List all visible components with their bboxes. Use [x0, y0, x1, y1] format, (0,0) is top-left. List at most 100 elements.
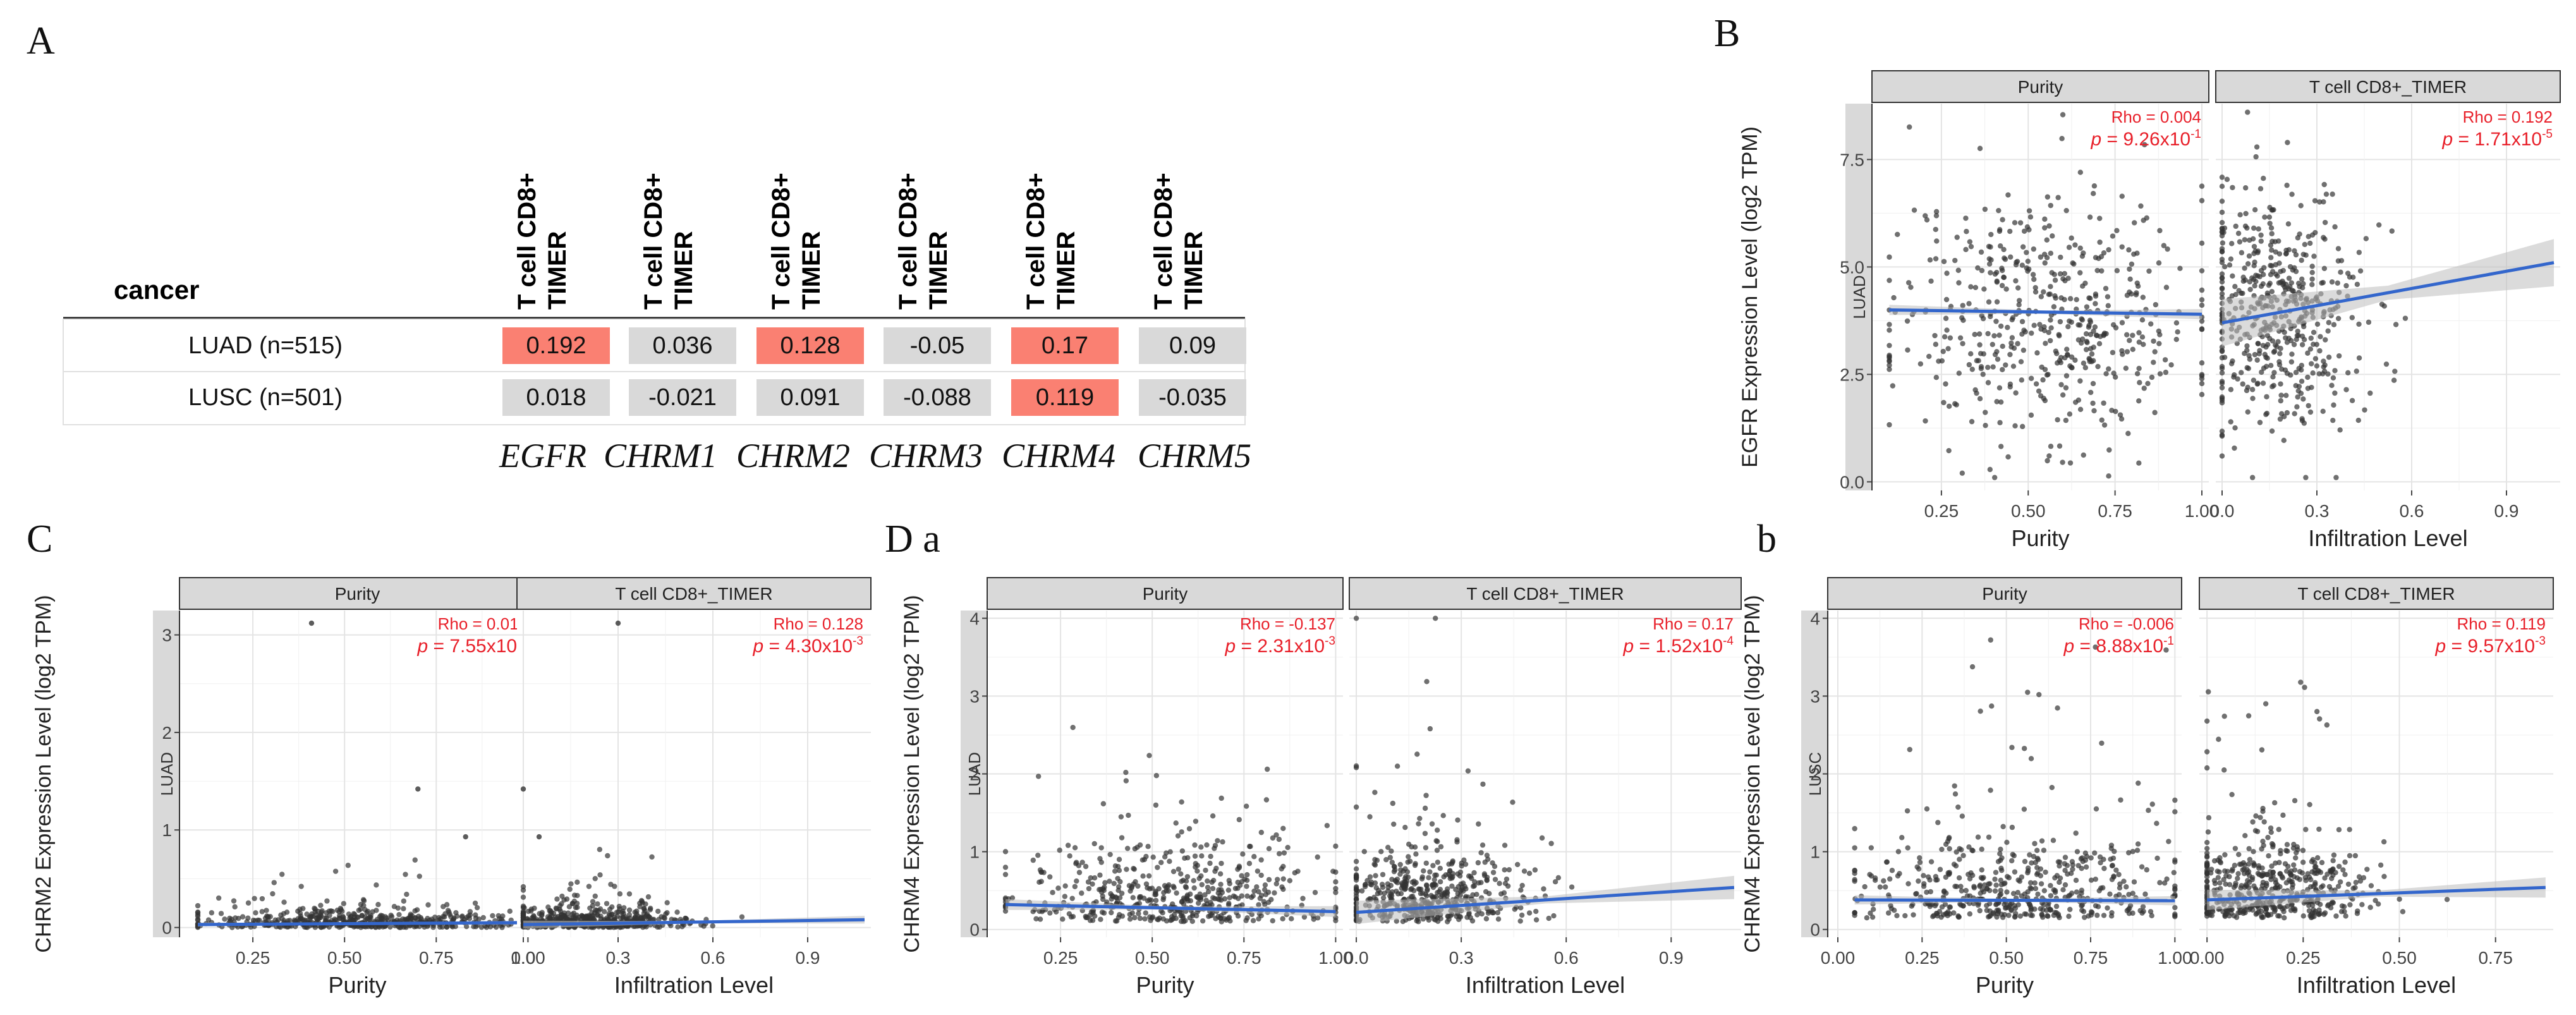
scatter-point: [2230, 358, 2235, 364]
scatter-point: [1963, 246, 1969, 253]
scatter-point: [2113, 408, 2118, 415]
scatter-point: [2050, 837, 2057, 843]
scatter-point: [262, 915, 269, 921]
y-tick-label: 4: [1810, 609, 1820, 628]
scatter-point: [2083, 331, 2089, 337]
x-tick-label: 0.3: [2305, 501, 2330, 521]
scatter-point: [1385, 888, 1391, 894]
scatter-point: [1127, 888, 1133, 894]
p-exponent: -4: [1723, 635, 1734, 648]
scatter-point: [2444, 896, 2450, 903]
scatter-point: [1512, 906, 1517, 912]
scatter-point: [2309, 384, 2314, 391]
scatter-point: [1210, 813, 1216, 819]
scatter-point: [1871, 906, 1876, 913]
scatter-point: [2064, 346, 2070, 352]
scatter-point: [2032, 285, 2038, 291]
scatter-point: [2069, 365, 2075, 371]
scatter-point: [559, 893, 565, 899]
scatter-point: [554, 906, 559, 912]
scatter-point: [2280, 906, 2285, 912]
scatter-point: [1881, 878, 1886, 884]
scatter-point: [2260, 343, 2266, 348]
scatter-point: [2271, 348, 2278, 354]
scatter-point: [1209, 879, 1215, 885]
scatter-point: [2161, 243, 2167, 248]
scatter-point: [1890, 383, 1896, 389]
scatter-point: [1160, 897, 1166, 903]
scatter-point: [2267, 221, 2273, 226]
scatter-point: [2087, 389, 2094, 396]
scatter-point: [710, 923, 715, 929]
scatter-point: [1993, 870, 1999, 875]
scatter-point: [1969, 664, 1976, 670]
scatter-point: [1170, 868, 1177, 875]
scatter-point: [360, 897, 367, 903]
scatter-point: [2352, 885, 2358, 890]
scatter-point: [626, 891, 633, 897]
scatter-point: [2093, 806, 2099, 812]
scatter-point: [1256, 902, 1261, 908]
scatter-point: [1409, 885, 1414, 892]
scatter-point: [554, 896, 560, 902]
scatter-point: [2267, 336, 2273, 341]
scatter-point: [2288, 908, 2294, 913]
scatter-point: [2378, 862, 2384, 868]
scatter-point: [2325, 371, 2331, 377]
scatter-point: [2242, 265, 2247, 271]
scatter-point: [478, 924, 485, 930]
scatter-point: [2163, 369, 2169, 375]
scatter-point: [2362, 407, 2367, 413]
scatter-point: [1484, 877, 1490, 883]
scatter-point: [2240, 381, 2245, 387]
scatter-point: [2000, 267, 2005, 274]
facet-strip: [516, 577, 872, 610]
scatter-point: [2019, 262, 2026, 268]
scatter-point: [1191, 878, 1196, 884]
scatter-point: [1902, 913, 1908, 919]
scatter-point: [592, 893, 598, 899]
x-axis-label: Infiltration Level: [1466, 972, 1625, 998]
scatter-point: [2269, 863, 2275, 869]
scatter-point: [2265, 834, 2271, 841]
scatter-point: [2254, 357, 2260, 363]
scatter-point: [2295, 394, 2300, 400]
scatter-point: [295, 916, 301, 921]
scatter-point: [1391, 868, 1397, 875]
scatter-point: [2249, 475, 2256, 480]
scatter-point: [253, 910, 258, 916]
scatter-point: [2312, 908, 2318, 915]
scatter-point: [1183, 878, 1189, 884]
scatter-point: [2215, 875, 2221, 880]
scatter-point: [1109, 909, 1114, 916]
scatter-point: [490, 913, 495, 919]
scatter-point: [2219, 428, 2225, 434]
scatter-point: [232, 904, 238, 910]
scatter-point: [2124, 908, 2130, 914]
scatter-point: [329, 918, 335, 923]
scatter-point: [2081, 452, 2086, 458]
scatter-point: [1270, 835, 1276, 841]
scatter-point: [1361, 849, 1367, 854]
scatter-point: [2337, 879, 2343, 885]
scatter-point: [467, 909, 473, 915]
scatter-point: [1869, 914, 1876, 920]
scatter-point: [432, 915, 438, 920]
scatter-point: [2046, 329, 2051, 336]
scatter-point: [270, 890, 276, 897]
scatter-point: [2069, 235, 2074, 241]
scatter-point: [2029, 330, 2034, 336]
scatter-point: [2099, 417, 2105, 423]
regression-line: [1889, 308, 2202, 316]
scatter-point: [2032, 841, 2038, 846]
scatter-point: [2101, 422, 2108, 428]
scatter-point: [1179, 799, 1184, 805]
scatter-point: [2244, 365, 2250, 371]
scatter-point: [2243, 210, 2249, 217]
scatter-point: [2165, 246, 2170, 252]
scatter-point: [368, 915, 374, 921]
x-tick-label: 0.25: [2286, 948, 2321, 968]
scatter-point: [2105, 303, 2111, 308]
scatter-point: [1279, 866, 1284, 872]
scatter-point: [2282, 861, 2288, 866]
